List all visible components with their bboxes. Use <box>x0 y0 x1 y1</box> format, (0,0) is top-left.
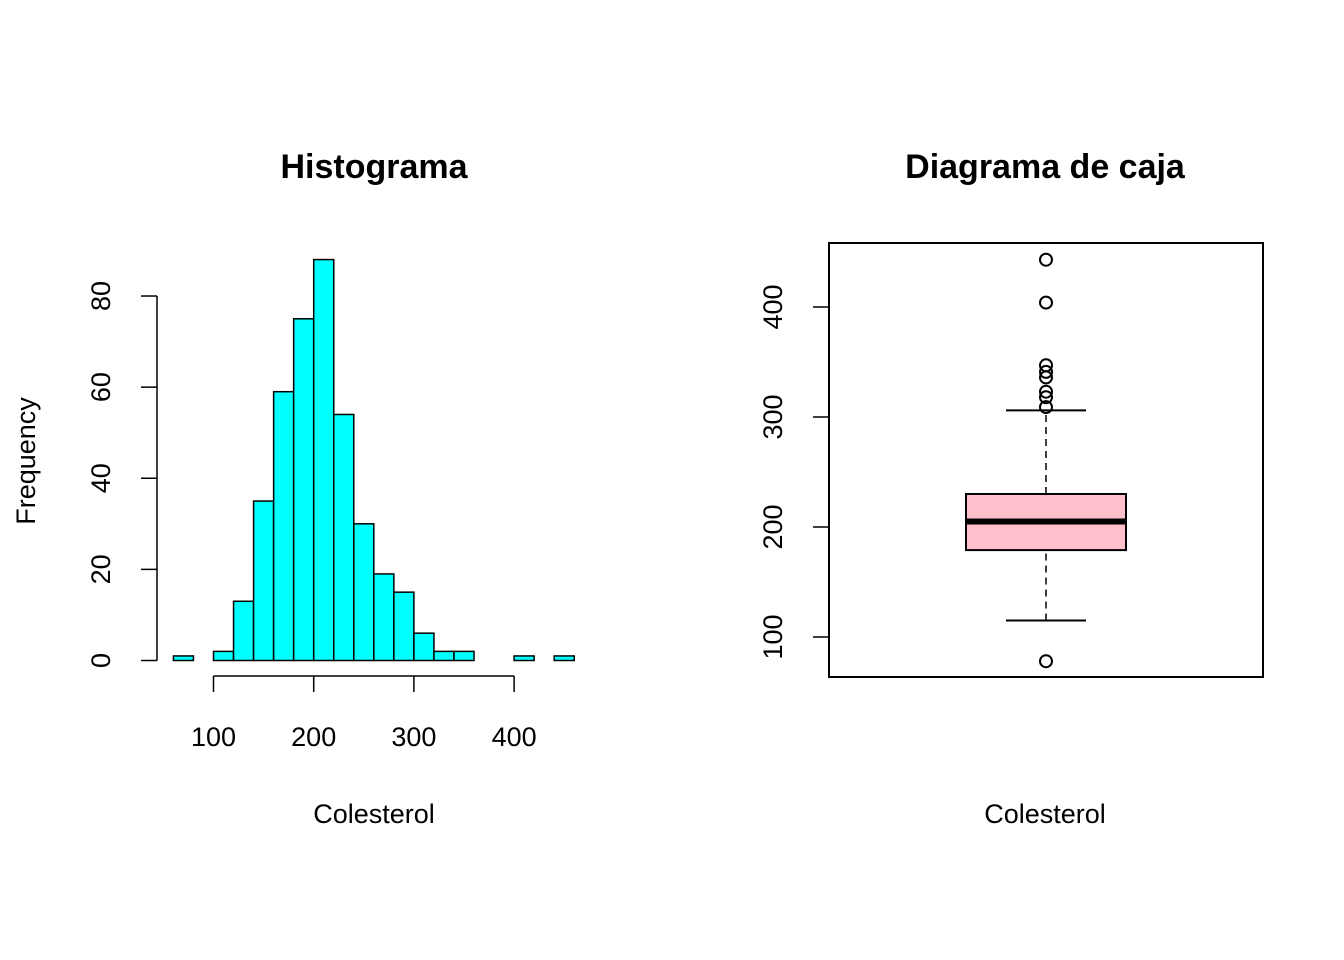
histogram-bar-280-300 <box>393 591 415 662</box>
histogram-title: Histograma <box>280 148 468 186</box>
histogram-panel: Histograma Colesterol Frequency 100 200 30… <box>11 148 575 829</box>
histogram-x-tick-label-300: 300 <box>391 722 436 752</box>
histogram-bar-200-220 <box>312 258 335 662</box>
histogram-bar-400-420 <box>513 655 535 662</box>
histogram-y-tick-label-20: 20 <box>86 554 116 584</box>
histogram-x-axis: 100 200 300 400 <box>191 675 537 752</box>
boxplot-outlier-1 <box>1039 400 1053 415</box>
boxplot-outlier-3 <box>1039 384 1053 399</box>
histogram-bar-140-160 <box>252 500 275 662</box>
boxplot-title: Diagrama de caja <box>905 148 1186 186</box>
histogram-bar-300-320 <box>413 632 435 662</box>
histogram-bar-260-280 <box>373 573 395 662</box>
boxplot-outlier-5 <box>1039 364 1053 379</box>
histogram-bar-120-140 <box>232 600 255 662</box>
boxplot-outlier-7 <box>1039 295 1053 310</box>
boxplot-outlier-2 <box>1039 390 1053 405</box>
boxplot-outlier-0 <box>1039 654 1053 669</box>
boxplot-y-tick-label-100: 100 <box>758 614 788 659</box>
histogram-bar-220-240 <box>332 413 355 662</box>
boxplot-outlier-8 <box>1039 252 1053 267</box>
histogram-bar-100-120 <box>212 650 235 662</box>
histogram-y-axis: 0 20 40 60 80 <box>86 281 158 668</box>
histogram-y-axis-label: Frequency <box>11 397 41 525</box>
histogram-x-tick-label-400: 400 <box>492 722 537 752</box>
boxplot-outlier-6 <box>1039 358 1053 373</box>
boxplot-marks <box>965 252 1127 669</box>
boxplot-y-tick-label-400: 400 <box>758 284 788 329</box>
boxplot-y-axis: 100 200 300 400 <box>758 284 830 660</box>
histogram-bar-160-180 <box>272 390 295 662</box>
histogram-bar-180-200 <box>292 318 315 662</box>
histogram-y-tick-label-0: 0 <box>86 653 116 668</box>
histogram-y-tick-label-60: 60 <box>86 372 116 402</box>
histogram-x-tick-label-100: 100 <box>191 722 236 752</box>
boxplot-panel: Diagrama de caja Colesterol 100 200 300 400 <box>758 148 1264 829</box>
histogram-bar-440-460 <box>553 655 575 662</box>
boxplot-x-axis-label: Colesterol <box>984 799 1106 829</box>
histogram-bars <box>172 258 575 662</box>
histogram-bar-320-340 <box>433 650 455 662</box>
histogram-bar-60-80 <box>172 655 195 662</box>
histogram-x-axis-label: Colesterol <box>313 799 435 829</box>
boxplot-y-tick-label-300: 300 <box>758 394 788 439</box>
histogram-y-tick-label-80: 80 <box>86 281 116 311</box>
histogram-bar-340-360 <box>453 650 475 662</box>
histogram-x-tick-label-200: 200 <box>291 722 336 752</box>
boxplot-y-tick-label-200: 200 <box>758 504 788 549</box>
histogram-bar-240-260 <box>353 523 375 662</box>
histogram-y-tick-label-40: 40 <box>86 463 116 493</box>
